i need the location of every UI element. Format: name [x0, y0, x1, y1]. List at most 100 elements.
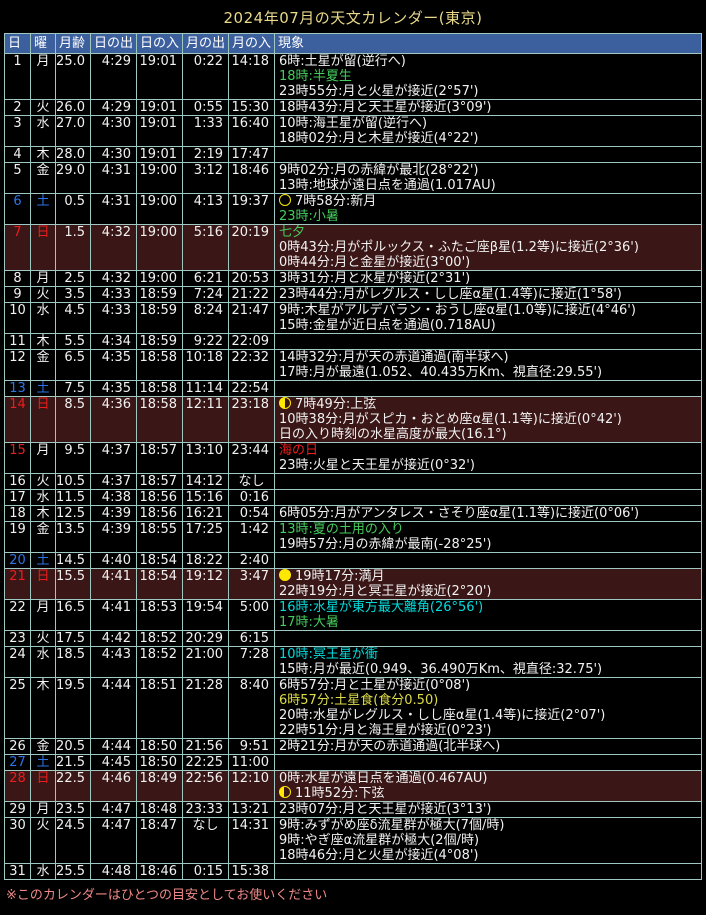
moon-age-cell: 0.5: [55, 193, 91, 225]
day-cell: 4: [4, 146, 31, 163]
event-text: 6時57分:土星食(食分0.50): [279, 693, 439, 708]
calendar-row: 8 月 2.5 4:32 19:00 6:21 20:53 3時31分:月と水星が接近(2°3…: [4, 270, 702, 287]
moonrise-cell: 6:21: [182, 270, 229, 287]
event-line: 9時02分:月の赤緯が最北(28°22'): [279, 164, 701, 179]
sunset-cell: 19:00: [136, 270, 183, 287]
sunrise-cell: 4:40: [90, 552, 137, 569]
moon-age-cell: 17.5: [55, 630, 91, 647]
weekday-cell: 月: [30, 53, 56, 100]
event-text: 18時43分:月と天王星が接近(3°09'): [279, 100, 492, 115]
weekday-cell: 火: [30, 99, 56, 116]
calendar-table: 日 曜 月齢 日の出 日の入 月の出 月の入 現象 1 月 25.0 4:29 19:0…: [4, 33, 702, 880]
sunset-cell: 19:00: [136, 224, 183, 271]
header-weekday: 曜: [30, 33, 56, 54]
moonrise-cell: 4:13: [182, 193, 229, 225]
calendar-row: 26 金 20.5 4:44 18:50 21:56 9:51 2時21分:月が天の赤道通過(…: [4, 738, 702, 755]
event-line: 6時:土星が留(逆行へ): [279, 55, 701, 70]
moonset-cell: 8:40: [228, 677, 275, 739]
events-cell: 6時05分:月がアンタレス・さそり座α星(1.1等)に接近(0°06'): [274, 505, 702, 522]
calendar-row: 28 日 22.5 4:46 18:49 22:56 12:10 0時:水星が遠日点を通過(0…: [4, 770, 702, 802]
moonset-cell: 21:47: [228, 302, 275, 334]
sunset-cell: 18:54: [136, 552, 183, 569]
events-cell: 9時:みずがめ座δ流星群が極大(7個/時) 9時:やぎ座α流星群が極大(2個/時)…: [274, 817, 702, 864]
moonrise-cell: 9:22: [182, 333, 229, 350]
day-cell: 28: [4, 770, 31, 802]
calendar-row: 9 火 3.5 4:33 18:59 7:24 21:22 23時44分:月がレグルス・しし座…: [4, 286, 702, 303]
event-text: 18時02分:月と木星が接近(4°22'): [279, 131, 479, 146]
event-line: 10時:冥王星が衝: [279, 648, 701, 663]
event-text: 6時57分:月と土星が接近(0°08'): [279, 678, 471, 694]
day-cell: 21: [4, 568, 31, 600]
sunrise-cell: 4:44: [90, 738, 137, 755]
events-cell: 9時02分:月の赤緯が最北(28°22') 13時:地球が遠日点を通過(1.017…: [274, 162, 702, 194]
moonset-cell: 14:18: [228, 53, 275, 100]
weekday-cell: 木: [30, 146, 56, 163]
calendar-row: 14 日 8.5 4:36 18:58 12:11 23:18 7時49分:上弦 10時38分:…: [4, 396, 702, 443]
events-cell: [274, 552, 702, 569]
sunrise-cell: 4:42: [90, 630, 137, 647]
event-text: 10時:海王星が留(逆行へ): [279, 116, 428, 132]
events-cell: [274, 754, 702, 771]
calendar-row: 24 水 18.5 4:43 18:52 21:00 7:28 10時:冥王星が衝 15時:月が…: [4, 646, 702, 678]
moonrise-cell: 15:16: [182, 489, 229, 506]
day-cell: 15: [4, 442, 31, 474]
moonset-cell: 0:16: [228, 489, 275, 506]
calendar-row: 17 水 11.5 4:38 18:56 15:16 0:16: [4, 489, 702, 506]
day-cell: 24: [4, 646, 31, 678]
moonset-cell: 21:22: [228, 286, 275, 303]
events-cell: 14時32分:月が天の赤道通過(南半球へ) 17時:月が最遠(1.052、40.4…: [274, 349, 702, 381]
event-text: 3時31分:月と水星が接近(2°31'): [279, 271, 471, 286]
calendar-row: 1 月 25.0 4:29 19:01 0:22 14:18 6時:土星が留(逆行へ) 18時:…: [4, 53, 702, 100]
sunrise-cell: 4:48: [90, 863, 137, 880]
sunrise-cell: 4:46: [90, 770, 137, 802]
sunset-cell: 18:57: [136, 442, 183, 474]
calendar-row: 5 金 29.0 4:31 19:00 3:12 18:46 9時02分:月の赤緯が最北(28…: [4, 162, 702, 194]
moon-age-cell: 27.0: [55, 115, 91, 147]
events-cell: 3時31分:月と水星が接近(2°31'): [274, 270, 702, 287]
weekday-cell: 金: [30, 349, 56, 381]
event-line: 13時:地球が遠日点を通過(1.017AU): [279, 178, 701, 193]
sunrise-cell: 4:32: [90, 224, 137, 271]
sunrise-cell: 4:35: [90, 380, 137, 397]
header-moon-age: 月齢: [55, 33, 91, 54]
event-text: 2時21分:月が天の赤道通過(北半球へ): [279, 739, 501, 754]
header-day: 日: [4, 33, 31, 54]
sunset-cell: 19:01: [136, 99, 183, 116]
day-cell: 25: [4, 677, 31, 739]
calendar-row: 3 水 27.0 4:30 19:01 1:33 16:40 10時:海王星が留(逆行へ) 18…: [4, 115, 702, 147]
weekday-cell: 月: [30, 599, 56, 631]
calendar-row: 18 木 12.5 4:39 18:56 16:21 0:54 6時05分:月がアンタレス・さ…: [4, 505, 702, 522]
calendar-row: 31 水 25.5 4:48 18:46 0:15 15:38: [4, 863, 702, 880]
sunrise-cell: 4:35: [90, 349, 137, 381]
events-cell: 10時:海王星が留(逆行へ) 18時02分:月と木星が接近(4°22'): [274, 115, 702, 147]
calendar-row: 20 土 14.5 4:40 18:54 18:22 2:40: [4, 552, 702, 569]
event-text: 7時49分:上弦: [295, 397, 377, 413]
moonset-cell: 3:47: [228, 568, 275, 600]
event-line: 6時57分:月と土星が接近(0°08'): [279, 678, 701, 694]
event-text: 11時52分:下弦: [295, 786, 385, 801]
moonset-cell: 22:32: [228, 349, 275, 381]
event-line: 9時:みずがめ座δ流星群が極大(7個/時): [279, 819, 701, 834]
sunrise-cell: 4:37: [90, 442, 137, 474]
moonrise-cell: 11:14: [182, 380, 229, 397]
sunset-cell: 19:01: [136, 53, 183, 100]
event-line: 17時:大暑: [279, 615, 701, 630]
sunset-cell: 18:53: [136, 599, 183, 631]
moon-age-cell: 25.5: [55, 863, 91, 880]
sunrise-cell: 4:33: [90, 286, 137, 303]
event-text: 0時44分:月と金星が接近(3°00'): [279, 255, 471, 270]
moonrise-cell: 1:33: [182, 115, 229, 147]
event-text: 19時17分:満月: [295, 569, 385, 585]
calendar-row: 30 火 24.5 4:47 18:47 なし 14:31 9時:みずがめ座δ流星群が極大(7…: [4, 817, 702, 864]
weekday-cell: 火: [30, 817, 56, 864]
day-cell: 11: [4, 333, 31, 350]
calendar-row: 15 月 9.5 4:37 18:57 13:10 23:44 海の日 23時:火星と天王星が接…: [4, 442, 702, 474]
event-line: 10時38分:月がスピカ・おとめ座α星(1.1等)に接近(0°42'): [279, 412, 701, 427]
moon-age-cell: 2.5: [55, 270, 91, 287]
event-text: 13時:地球が遠日点を通過(1.017AU): [279, 178, 496, 193]
event-line: 18時46分:月と火星が接近(4°08'): [279, 848, 701, 863]
day-cell: 8: [4, 270, 31, 287]
sunset-cell: 18:49: [136, 770, 183, 802]
sunset-cell: 18:57: [136, 473, 183, 490]
